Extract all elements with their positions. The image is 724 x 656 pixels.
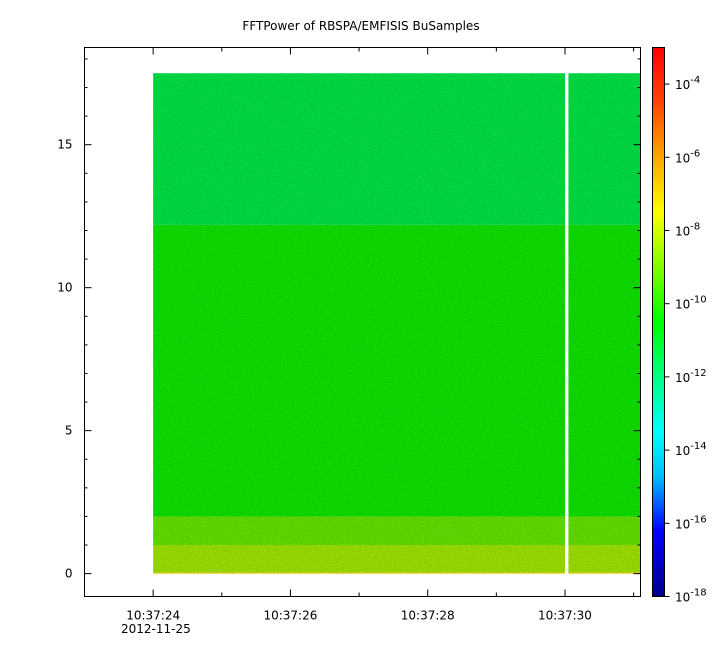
x-tick-label: 10:37:26 <box>263 609 317 623</box>
y-tick-label: 10 <box>57 281 72 295</box>
colorbar-tick-label: 10-16 <box>675 514 707 531</box>
colorbar-tick-label: 10-10 <box>675 295 707 312</box>
plot-area <box>153 72 640 575</box>
colorbar: 10-4 10-6 10-8 10-10 10-12 10-14 10-16 10-18 <box>652 47 707 605</box>
chart-title: FFTPower of RBSPA/EMFISIS BuSamples <box>242 19 479 33</box>
x-tick-label: 10:37:30 <box>538 609 592 623</box>
colorbar-tick-label: 10-8 <box>675 222 700 239</box>
colorbar-tick-label: 10-6 <box>675 148 700 165</box>
colorbar-tick-label: 10-12 <box>675 368 707 385</box>
plot-frame <box>84 47 641 597</box>
y-tick-label: 15 <box>57 138 72 152</box>
x-tick-label: 10:37:28 <box>401 609 455 623</box>
y-axis: 0 5 10 15 <box>57 58 641 581</box>
y-tick-label: 5 <box>65 424 73 438</box>
x-axis: 10:37:24 10:37:26 10:37:28 10:37:30 <box>126 47 635 623</box>
x-axis-date-label: 2012-11-25 <box>121 622 191 636</box>
colorbar-tick-label: 10-14 <box>675 441 707 458</box>
x-tick-label: 10:37:24 <box>126 609 180 623</box>
colorbar-tick-label: 10-4 <box>675 75 700 92</box>
colorbar-gradient <box>652 47 665 597</box>
data-gap <box>564 72 569 575</box>
colorbar-tick-label: 10-18 <box>675 588 707 605</box>
y-tick-label: 0 <box>65 567 73 581</box>
spectrogram-noise <box>153 73 640 574</box>
